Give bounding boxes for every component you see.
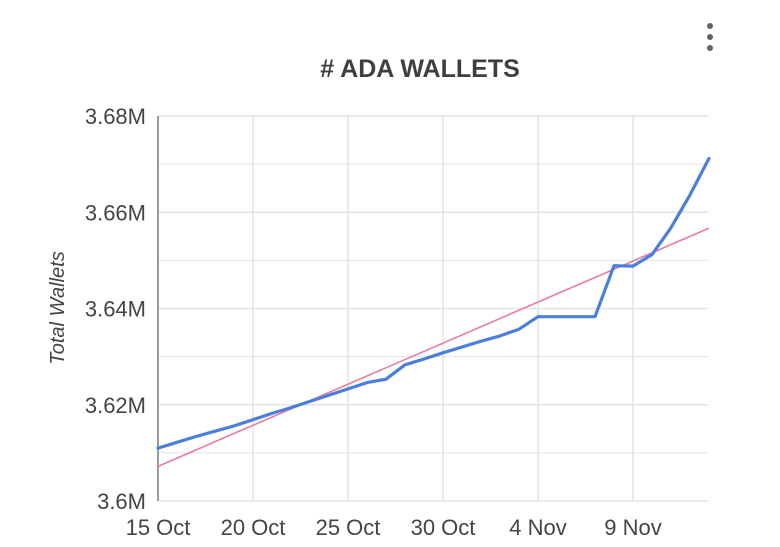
x-tick-label: 20 Oct [221,515,286,540]
trendline-group [157,227,710,468]
y-tick-label: 3.6M [97,489,146,514]
y-tick-labels: 3.6M 3.62M 3.64M 3.66M 3.68M [85,104,146,514]
y-tick-label: 3.68M [85,104,146,129]
y-tick-label: 3.66M [85,200,146,225]
y-tick-label: 3.62M [85,393,146,418]
x-tick-labels: 15 Oct 20 Oct 25 Oct 30 Oct 4 Nov 9 Nov [126,515,662,540]
grid [158,115,708,502]
x-tick-label: 15 Oct [126,515,191,540]
menu-dot [707,23,713,29]
chart-title: # ADA WALLETS [320,55,520,83]
series-group [156,156,711,450]
x-tick-label: 9 Nov [604,515,661,540]
y-axis-label: Total Wallets [47,251,69,364]
trendline [157,227,710,468]
x-tick-label: 25 Oct [316,515,381,540]
y-tick-label: 3.64M [85,297,146,322]
menu-dot [707,34,713,40]
x-tick-label: 4 Nov [509,515,566,540]
more-vert-icon[interactable] [698,20,722,54]
x-tick-label: 30 Oct [411,515,476,540]
menu-dot [707,45,713,51]
series-line [156,156,711,450]
